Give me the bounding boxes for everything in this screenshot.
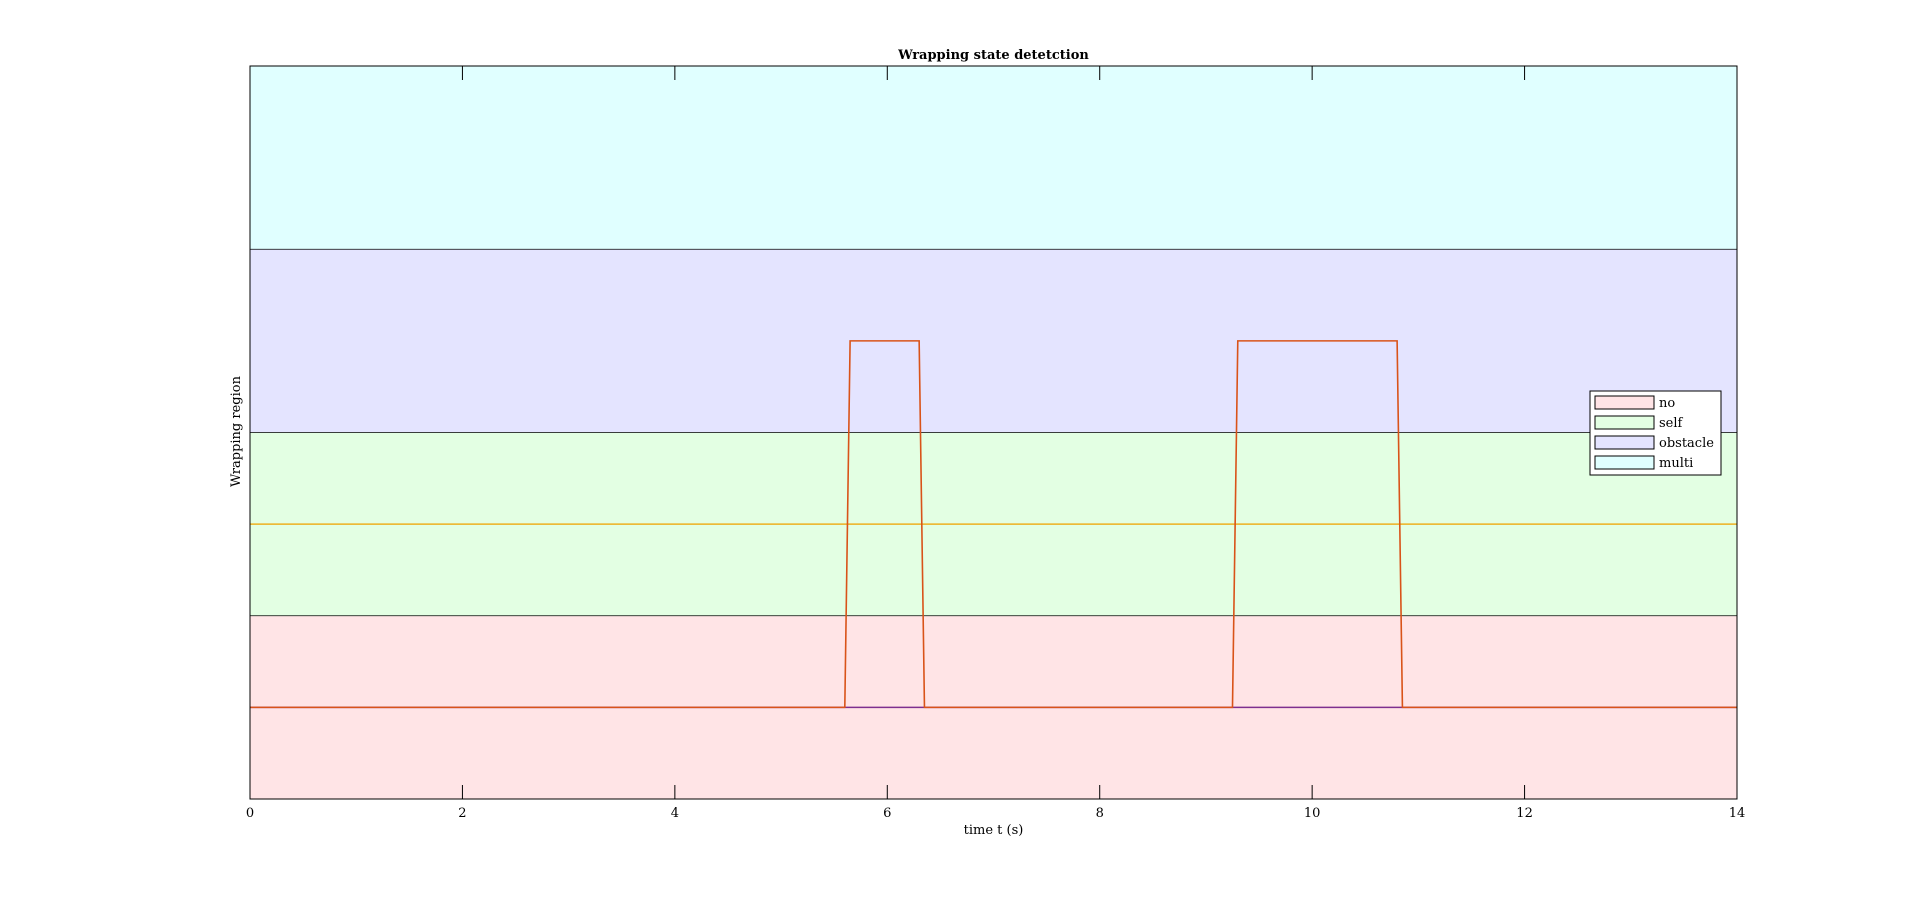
x-tick-label: 6 — [883, 806, 891, 821]
legend-swatch-self — [1594, 415, 1655, 430]
x-tick-label: 2 — [458, 806, 466, 821]
x-tick-label: 10 — [1304, 806, 1321, 821]
legend-swatch-multi — [1594, 455, 1655, 470]
band-multi — [250, 66, 1737, 250]
chart-title: Wrapping state detetction — [897, 48, 1089, 63]
region-band-borders — [250, 248, 1737, 617]
legend-label-no: no — [1659, 396, 1675, 411]
legend-label-multi: multi — [1659, 456, 1693, 471]
x-axis-label: time t (s) — [964, 823, 1024, 838]
x-tick-label: 8 — [1096, 806, 1104, 821]
series-lines — [250, 340, 1737, 709]
legend-label-obstacle: obstacle — [1659, 436, 1714, 451]
band-obstacle — [250, 249, 1737, 433]
plot-frame — [249, 65, 1738, 800]
legend-label-self: self — [1659, 416, 1684, 431]
x-tick-label: 4 — [671, 806, 679, 821]
x-tick-label: 14 — [1729, 806, 1746, 821]
legend: no self obstacle multi — [1589, 390, 1722, 476]
y-axis-label: Wrapping region — [229, 375, 244, 487]
legend-swatch-obstacle — [1594, 435, 1655, 450]
series-line-1 — [250, 340, 1737, 709]
x-tick-label: 12 — [1516, 806, 1533, 821]
x-tick-label: 0 — [246, 806, 254, 821]
x-axis-ticks: 0 2 4 6 8 10 12 14 — [246, 66, 1745, 821]
legend-swatch-no — [1594, 395, 1655, 410]
